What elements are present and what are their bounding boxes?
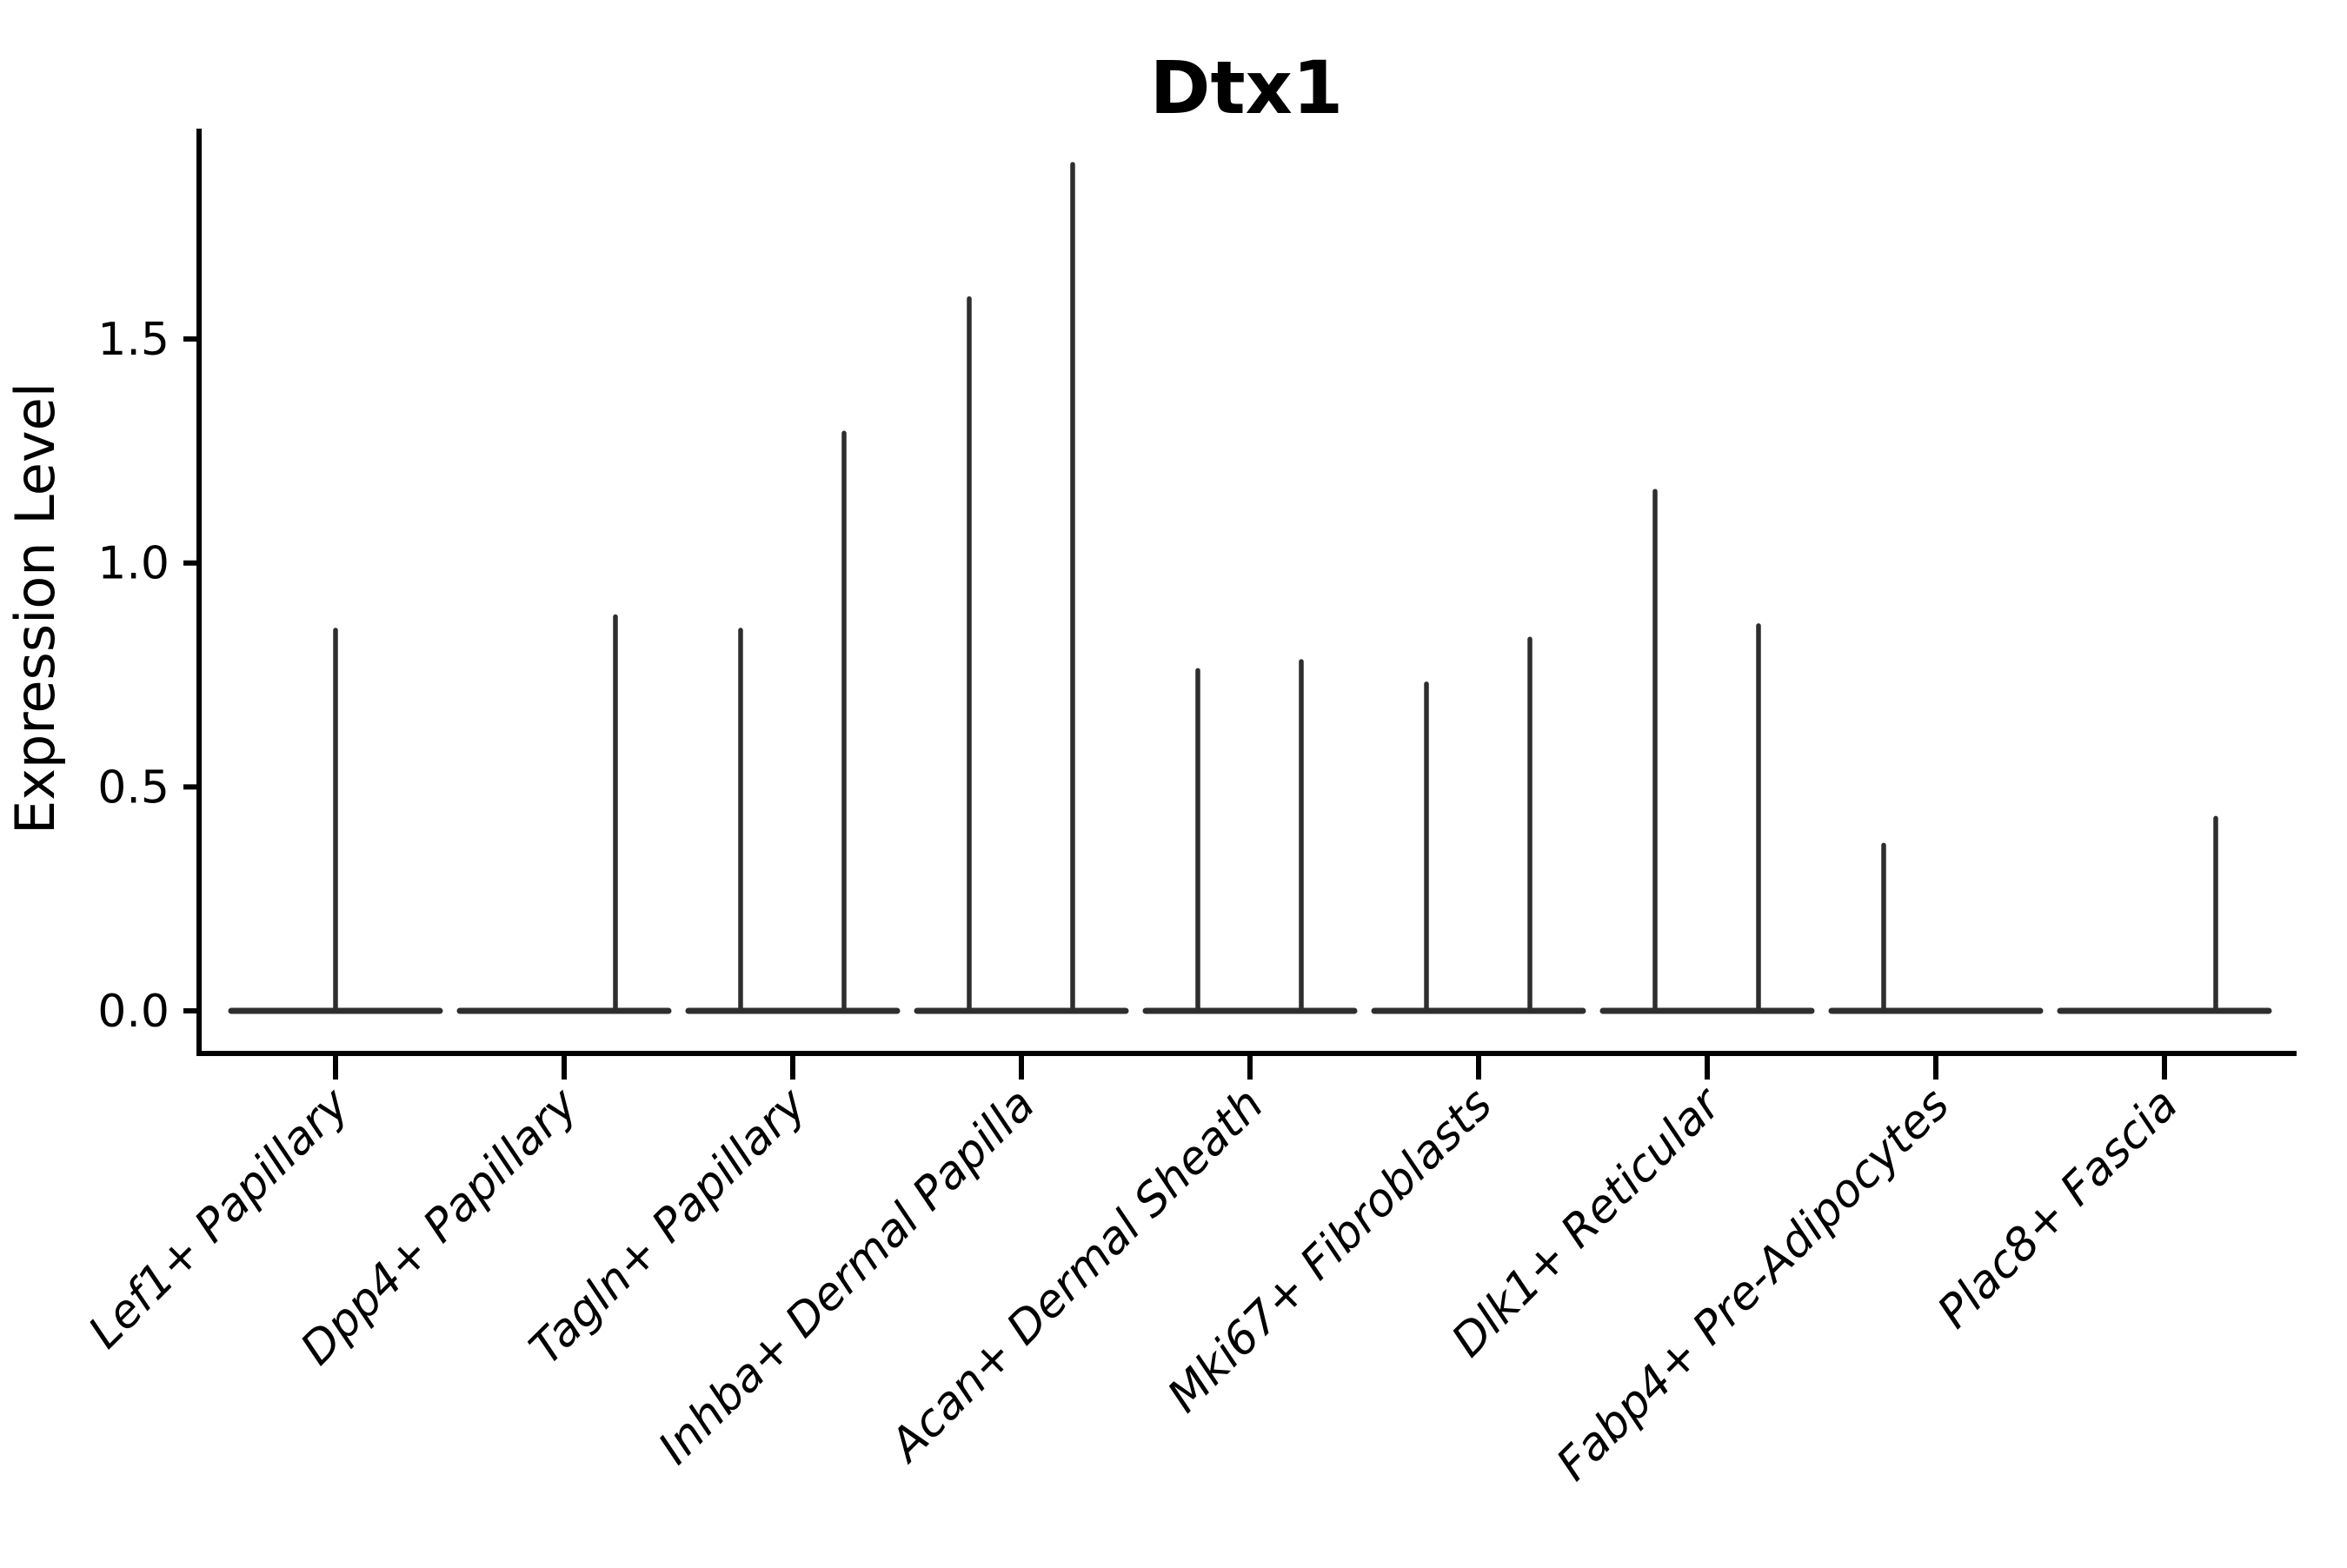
plot-title: Dtx1	[1150, 45, 1344, 130]
x-tick-label: Fabp4+ Pre-Adipocytes	[1547, 1079, 1960, 1492]
y-tick-label: 0.5	[97, 761, 170, 814]
y-ticks-layer: 0.0 0.5 1.0 1.5	[97, 314, 198, 1038]
y-tick-label: 1.0	[97, 538, 170, 590]
violins-layer	[228, 162, 2272, 1014]
y-tick-label: 0.0	[97, 986, 170, 1038]
x-tick-label: Plac8+ Fascia	[1928, 1079, 2188, 1339]
y-tick-label: 1.5	[97, 314, 170, 366]
y-axis-label: Expression Level	[3, 382, 67, 834]
x-tick-label: Inhba+ Dermal Papilla	[648, 1079, 1045, 1475]
axes-layer	[196, 129, 2297, 1056]
x-tick-label: Acan+ Dermal Sheath	[879, 1079, 1273, 1473]
